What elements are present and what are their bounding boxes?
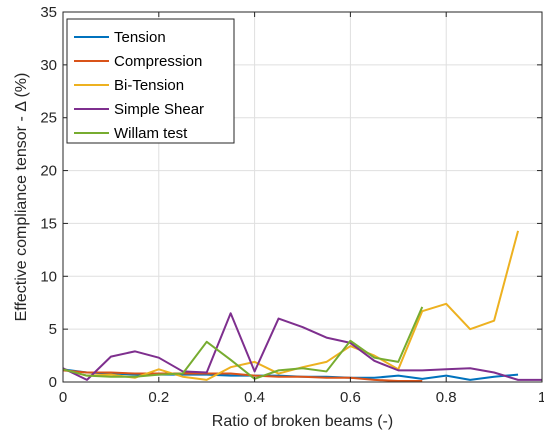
y-tick-label: 0	[49, 374, 57, 391]
y-tick-label: 30	[40, 57, 57, 74]
legend-label-willam-test: Willam test	[114, 125, 188, 142]
x-tick-label: 0.2	[148, 389, 169, 406]
y-tick-label: 15	[40, 215, 57, 232]
legend: Tension Compression Bi-Tension Simple Shear…	[66, 18, 235, 144]
plot-frame	[62, 11, 543, 383]
x-axis-label: Ratio of broken beams (-)	[212, 413, 393, 430]
y-tick-label: 35	[40, 4, 57, 21]
legend-label-bi-tension: Bi-Tension	[114, 77, 184, 94]
x-tick-label: 0	[59, 389, 67, 406]
y-tick-label: 25	[40, 110, 57, 127]
series-line-simple-shear	[62, 312, 542, 381]
y-tick-label: 10	[40, 268, 57, 285]
y-axis-label: Effective compliance tensor - Δ (%)	[13, 73, 30, 322]
series-line-compression	[62, 369, 423, 382]
legend-box	[66, 18, 235, 144]
x-tick-label: 1	[538, 389, 544, 406]
x-tick-label: 0.8	[436, 389, 457, 406]
legend-label-tension: Tension	[114, 29, 166, 46]
series-layer	[62, 230, 542, 382]
x-tick-label: 0.4	[244, 389, 265, 406]
legend-label-simple-shear: Simple Shear	[114, 101, 204, 118]
x-tick-label: 0.6	[340, 389, 361, 406]
y-tick-label: 5	[49, 321, 57, 338]
y-tick-label: 20	[40, 163, 57, 180]
series-line-willam-test	[62, 306, 424, 380]
ticks	[62, 11, 543, 383]
legend-label-compression: Compression	[114, 53, 202, 70]
